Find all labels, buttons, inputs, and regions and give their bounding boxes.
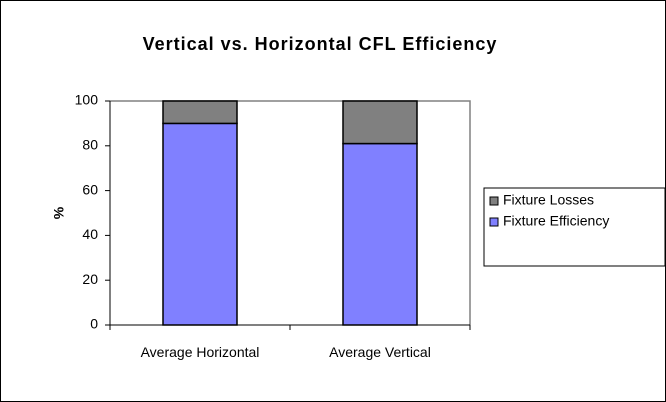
x-tick-label: Average Horizontal [140,344,260,360]
y-tick-label: 60 [82,181,98,197]
y-tick-label: 100 [75,92,99,108]
y-tick-label: 0 [90,316,98,332]
legend-swatch [489,196,499,206]
bar-segment [342,142,418,326]
legend-label: Fixture Losses [503,192,594,208]
y-axis-label: % [51,206,67,219]
bar-segment [162,122,238,326]
y-tick-label: 40 [82,226,98,242]
y-tick-label: 80 [82,137,98,153]
bar-segment [162,100,238,125]
legend-label: Fixture Efficiency [503,213,609,229]
bar-segment [342,100,418,145]
chart-title: Vertical vs. Horizontal CFL Efficiency [143,34,498,54]
x-tick-label: Average Vertical [329,344,431,360]
legend-swatch [489,217,499,227]
y-tick-label: 20 [82,271,98,287]
legend-box [483,187,666,267]
